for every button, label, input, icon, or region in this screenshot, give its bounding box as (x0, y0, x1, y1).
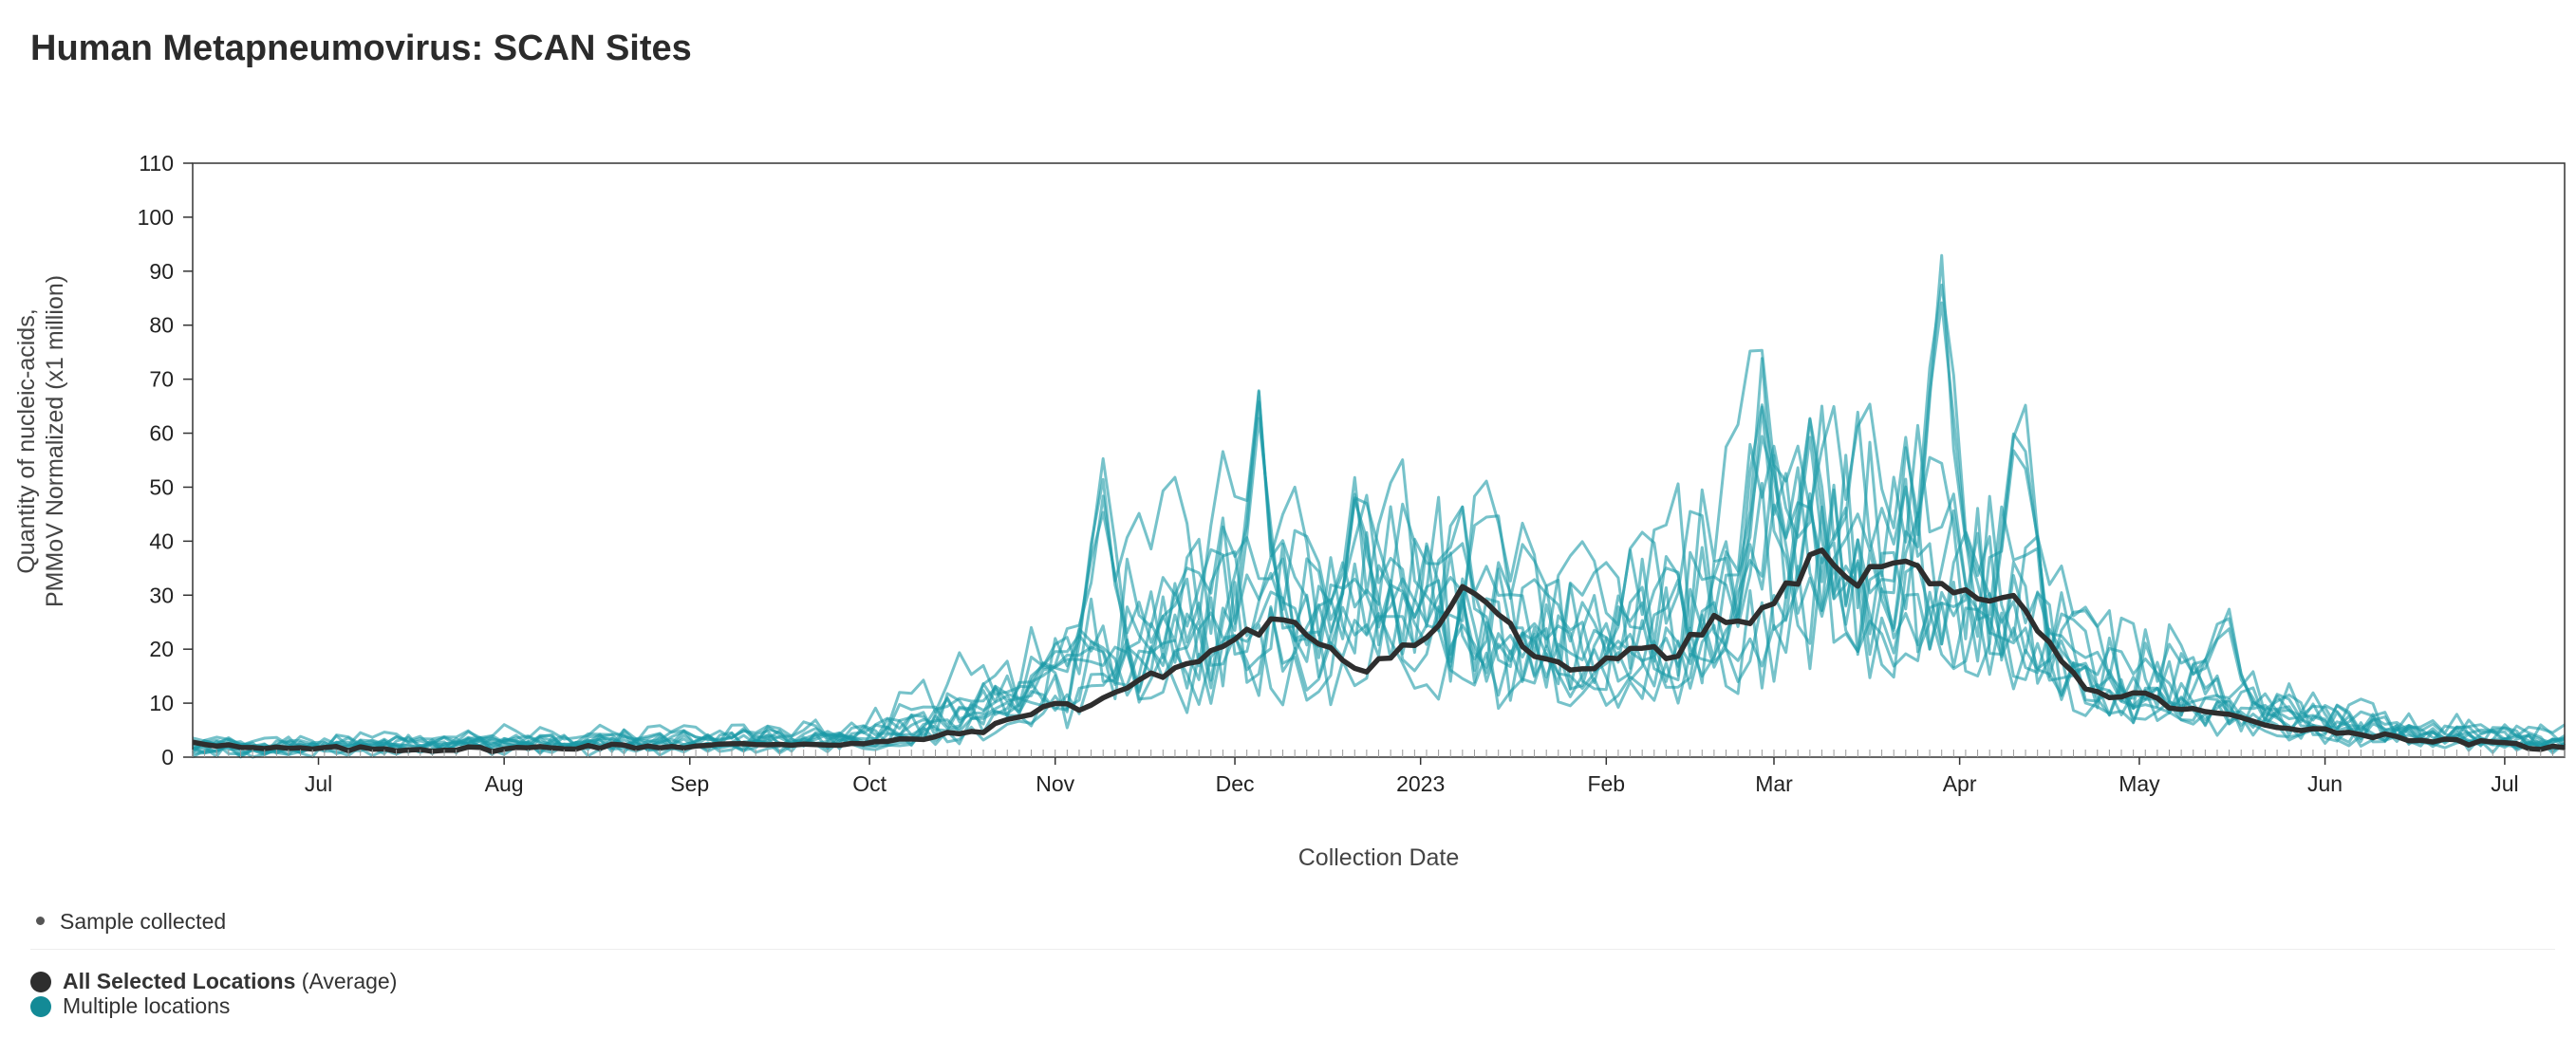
y-tick-label: 10 (149, 691, 174, 715)
x-tick-label: Oct (852, 771, 887, 796)
location-series-line[interactable] (192, 357, 2566, 755)
x-tick-label: Nov (1036, 771, 1074, 796)
location-series-group (191, 253, 2567, 759)
y-tick-label: 30 (149, 583, 174, 607)
y-tick-label: 90 (149, 259, 174, 284)
average-series-group (192, 547, 2566, 754)
sample-dot-icon (36, 917, 45, 926)
locations-dot-icon (30, 996, 51, 1017)
average-dot-icon (30, 972, 51, 992)
legend-sample-label: Sample collected (60, 909, 227, 934)
average-series-line[interactable] (192, 547, 2566, 754)
y-tick-label: 80 (149, 313, 174, 338)
x-tick-label: Aug (485, 771, 524, 796)
y-tick-label: 20 (149, 637, 174, 661)
x-tick-label: Jul (305, 771, 332, 796)
location-series-line[interactable] (192, 253, 2566, 756)
legend-average[interactable]: All Selected Locations (Average) (30, 969, 397, 994)
chart-svg: 0 10 20 30 40 50 60 70 80 90 100 110 Jul Aug Sep Oct Nov… (13, 151, 2567, 871)
x-tick-label: Sep (670, 771, 709, 796)
x-tick-label: Dec (1216, 771, 1255, 796)
x-tick-label: 2023 (1396, 771, 1445, 796)
y-axis-label: Quantity of nucleic-acids,PMMoV Normaliz… (13, 275, 68, 607)
y-tick-label: 70 (149, 367, 174, 392)
x-axis-label: Collection Date (1298, 844, 1460, 871)
location-series-line[interactable] (192, 403, 2566, 755)
y-tick-label: 60 (149, 421, 174, 446)
legend-sample: Sample collected (30, 909, 226, 935)
y-tick-label: 110 (139, 151, 174, 176)
location-series-line[interactable] (192, 417, 2566, 759)
y-tick-label: 100 (138, 205, 174, 230)
legend-multiple-locations[interactable]: Multiple locations (30, 993, 230, 1019)
x-tick-label: May (2119, 771, 2160, 796)
location-series-line[interactable] (192, 432, 2566, 759)
x-tick-label: Apr (1943, 771, 1977, 796)
axes-group: 0 10 20 30 40 50 60 70 80 90 100 110 Jul Aug Sep Oct Nov… (13, 151, 2566, 871)
x-tick-label: Jul (2491, 771, 2518, 796)
x-tick-label: Feb (1587, 771, 1625, 796)
legend-divider (30, 949, 2555, 950)
y-tick-label: 40 (149, 528, 174, 553)
x-tick-label: Mar (1755, 771, 1793, 796)
legend-average-suffix: (Average) (295, 969, 398, 993)
y-tick-label: 0 (161, 745, 174, 769)
legend-multiple-label: Multiple locations (63, 993, 231, 1018)
x-tick-label: Jun (2307, 771, 2343, 796)
location-series-line[interactable] (191, 301, 2566, 754)
chart-title: Human Metapneumovirus: SCAN Sites (30, 28, 692, 68)
y-tick-label: 50 (149, 474, 174, 499)
legend-average-label: All Selected Locations (63, 969, 296, 993)
